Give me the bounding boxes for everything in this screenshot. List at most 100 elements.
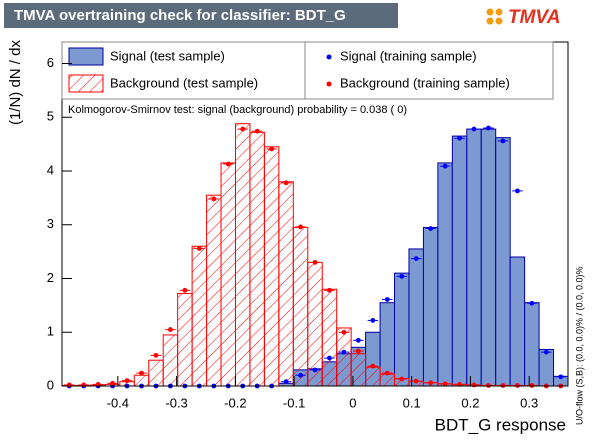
y-tick-label: 4 (47, 162, 54, 177)
point (139, 370, 144, 376)
point (442, 163, 448, 169)
point (370, 318, 376, 323)
point (312, 259, 318, 265)
background-bar (206, 194, 222, 387)
x-tick-label: -0.1 (283, 395, 305, 410)
background-bar (263, 146, 280, 387)
training-point (309, 367, 321, 373)
x-axis-label: BDT_G response (435, 415, 566, 434)
point (413, 378, 419, 384)
signal-bar (451, 135, 468, 387)
signal-bar (524, 302, 540, 387)
point (529, 300, 535, 306)
training-point (483, 383, 494, 388)
logo-dot (486, 8, 494, 16)
signal-bar (437, 162, 453, 387)
background-bar (220, 162, 236, 387)
legend-label: Background (training sample) (340, 75, 510, 90)
training-point (497, 383, 509, 388)
point (312, 367, 318, 373)
training-point (136, 370, 147, 376)
training-point (512, 383, 523, 388)
point (110, 380, 115, 386)
training-point (208, 196, 220, 202)
training-point (353, 348, 364, 354)
training-point (425, 380, 436, 386)
point (428, 380, 434, 386)
x-tick-label: 0 (349, 395, 356, 410)
point (283, 180, 289, 186)
point (399, 376, 405, 382)
training-point (382, 370, 393, 376)
plot (61, 123, 569, 389)
point (515, 188, 520, 194)
point (370, 363, 376, 369)
point (384, 370, 390, 376)
background-bar (191, 245, 208, 387)
point (182, 287, 188, 293)
training-point (121, 378, 133, 384)
training-point (367, 363, 379, 369)
training-point (439, 381, 451, 387)
training-point (425, 226, 436, 231)
y-tick-label: 1 (47, 324, 54, 339)
point (413, 256, 419, 262)
training-point (338, 329, 350, 335)
x-tick-label: -0.3 (165, 395, 187, 410)
point (298, 224, 303, 230)
point (240, 126, 246, 132)
training-point (541, 349, 552, 355)
point (269, 146, 275, 152)
background-bar (292, 226, 309, 387)
background-bar (321, 288, 338, 387)
point (500, 383, 506, 388)
point (486, 383, 491, 388)
point (327, 287, 332, 293)
signal-bar (408, 248, 424, 387)
point (254, 128, 260, 134)
training-point (107, 380, 118, 386)
chart-title: TMVA overtraining check for classifier: … (14, 7, 346, 24)
training-point (497, 138, 509, 144)
point (471, 382, 477, 388)
point (515, 383, 520, 388)
logo-dot (495, 8, 503, 16)
point (543, 349, 549, 355)
point (486, 125, 491, 131)
y-tick-label: 6 (47, 55, 54, 70)
point (225, 161, 231, 167)
point (399, 273, 405, 279)
training-point (483, 125, 494, 131)
legend-label: Signal (test sample) (110, 48, 225, 63)
training-point (280, 379, 292, 385)
logo-dot (495, 17, 503, 25)
training-point (237, 126, 248, 132)
point (298, 372, 303, 378)
logo-text: TMVA (508, 7, 560, 28)
x-tick-label: 0.1 (403, 395, 421, 410)
point (124, 378, 130, 384)
overflow-note: U/O-flow (S,B): (0.0, 0.0)% / (0.0, 0.0)… (574, 266, 584, 425)
x-tick-label: -0.2 (224, 395, 246, 410)
legend: Signal (test sample) Background (test sa… (61, 41, 554, 100)
training-point (468, 126, 480, 132)
background-bar (307, 261, 323, 387)
logo: TMVA (486, 7, 560, 28)
y-tick-label: 5 (47, 109, 54, 124)
point (196, 246, 202, 251)
training-point (555, 374, 566, 380)
background-bar (365, 366, 381, 387)
training-point (179, 287, 191, 293)
background-bar (336, 327, 352, 387)
title-box (4, 3, 398, 28)
background-bar (249, 131, 265, 387)
y-axis-label: (1/N) dN / dx (7, 40, 24, 126)
training-point (295, 372, 306, 378)
point (529, 383, 535, 388)
training-point (194, 246, 205, 251)
background-bar (379, 373, 396, 387)
point (211, 196, 217, 202)
training-point (396, 376, 407, 382)
point (384, 297, 390, 302)
